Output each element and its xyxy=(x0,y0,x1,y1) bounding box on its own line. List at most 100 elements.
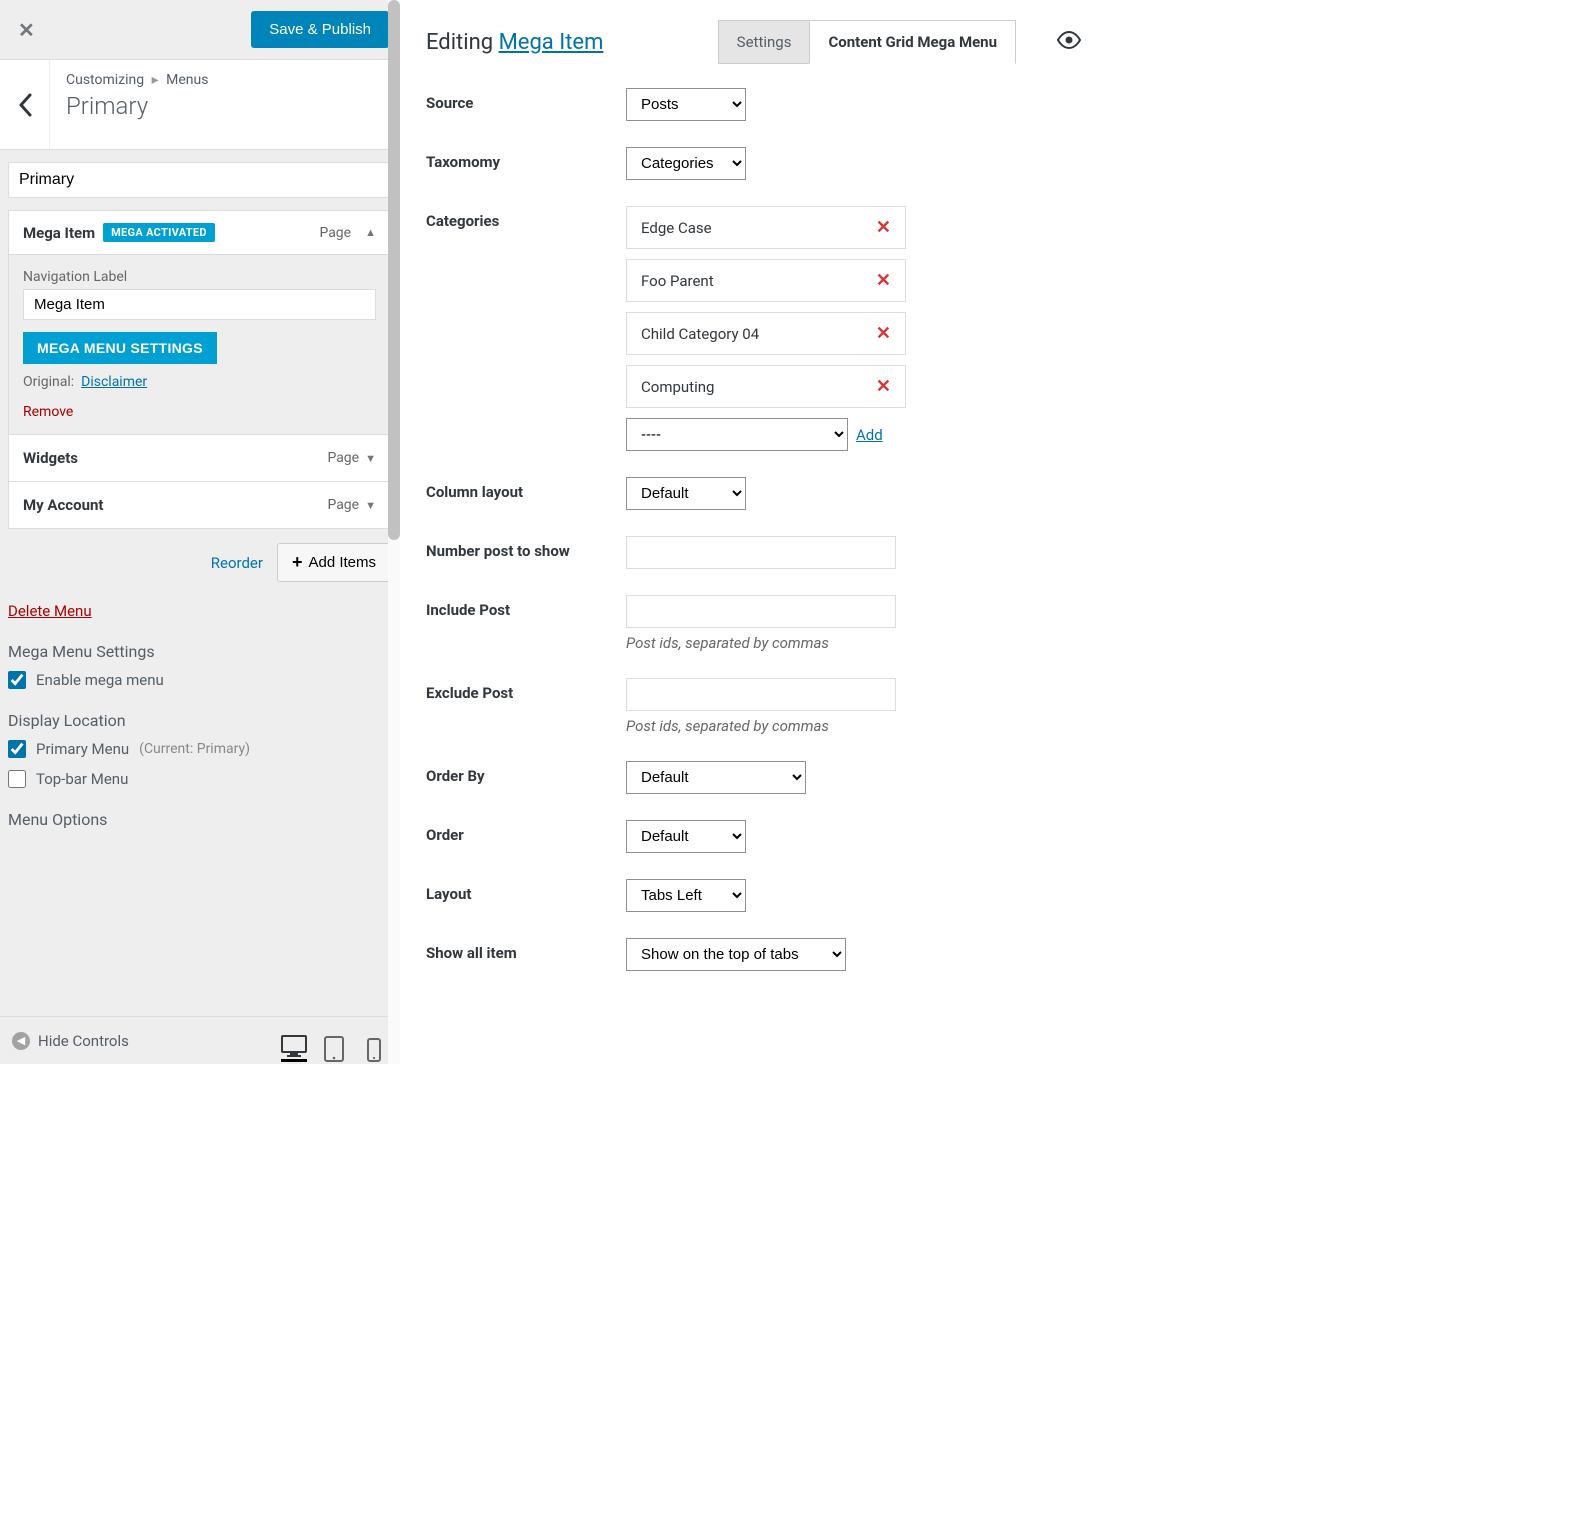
delete-menu-link[interactable]: Delete Menu xyxy=(8,602,92,620)
menu-footer-actions: Reorder + Add Items xyxy=(8,543,391,582)
chevron-up-icon: ▲ xyxy=(365,226,376,239)
sidebar-scrollbar-track[interactable] xyxy=(388,0,400,1064)
label-order: Order xyxy=(426,820,626,844)
row-layout: Layout Tabs Left xyxy=(426,879,1082,912)
back-button[interactable] xyxy=(0,60,50,149)
topbar-menu-checkbox[interactable] xyxy=(8,770,26,788)
label-categories: Categories xyxy=(426,206,626,230)
breadcrumb-customizing: Customizing xyxy=(66,72,144,88)
original-prefix: Original: xyxy=(23,374,74,390)
label-taxonomy: Taxomomy xyxy=(426,147,626,171)
enable-mega-checkbox[interactable] xyxy=(8,671,26,689)
label-order-by: Order By xyxy=(426,761,626,785)
row-order-by: Order By Default xyxy=(426,761,1082,794)
menu-item-title: Widgets xyxy=(23,449,78,467)
menu-item-type: Page xyxy=(319,225,351,241)
menu-item-type: Page xyxy=(327,450,359,466)
save-publish-button[interactable]: Save & Publish xyxy=(251,11,389,48)
sidebar-scrollbar-thumb[interactable] xyxy=(388,0,400,540)
customizer-sidebar: ✕ Save & Publish Customizing ▸ Menus Pri… xyxy=(0,0,400,1064)
remove-category-icon[interactable]: ✕ xyxy=(876,323,891,344)
row-include-post: Include Post Post ids, separated by comm… xyxy=(426,595,1082,652)
label-layout: Layout xyxy=(426,879,626,903)
chevron-down-icon: ▼ xyxy=(365,499,376,512)
display-location-heading: Display Location xyxy=(8,711,391,730)
category-name: Computing xyxy=(641,378,714,396)
primary-menu-checkbox[interactable] xyxy=(8,740,26,758)
row-categories: Categories Edge Case ✕ Foo Parent ✕ Chil… xyxy=(426,206,1082,451)
mega-menu-settings-button[interactable]: MEGA MENU SETTINGS xyxy=(23,332,217,364)
tablet-icon[interactable] xyxy=(321,1020,347,1062)
editing-item-link[interactable]: Mega Item xyxy=(499,30,604,55)
input-include-post[interactable] xyxy=(626,595,896,628)
primary-menu-checkbox-row[interactable]: Primary Menu (Current: Primary) xyxy=(8,740,391,758)
select-add-category[interactable]: ---- xyxy=(626,418,848,451)
row-exclude-post: Exclude Post Post ids, separated by comm… xyxy=(426,678,1082,735)
add-category-row: ---- Add xyxy=(626,418,926,451)
menu-item-header[interactable]: Mega Item MEGA ACTIVATED Page ▲ xyxy=(9,211,390,255)
tab-settings[interactable]: Settings xyxy=(718,20,811,64)
breadcrumb-title: Primary xyxy=(66,92,383,120)
menu-options-heading: Menu Options xyxy=(8,810,391,829)
label-source: Source xyxy=(426,88,626,112)
select-layout[interactable]: Tabs Left xyxy=(626,879,746,912)
nav-label-heading: Navigation Label xyxy=(23,269,376,285)
collapse-icon: ◀ xyxy=(12,1032,30,1050)
menu-name-input[interactable] xyxy=(8,162,391,198)
topbar-menu-checkbox-row[interactable]: Top-bar Menu xyxy=(8,770,391,788)
category-pill: Child Category 04 ✕ xyxy=(626,312,906,355)
input-exclude-post[interactable] xyxy=(626,678,896,711)
row-taxonomy: Taxomomy Categories xyxy=(426,147,1082,180)
select-source[interactable]: Posts xyxy=(626,88,746,121)
original-line: Original: Disclaimer xyxy=(23,374,376,390)
select-order[interactable]: Default xyxy=(626,820,746,853)
hide-controls-label: Hide Controls xyxy=(38,1032,129,1050)
select-show-all[interactable]: Show on the top of tabs xyxy=(626,938,846,971)
enable-mega-label: Enable mega menu xyxy=(36,671,164,689)
mobile-icon[interactable] xyxy=(361,1020,387,1062)
breadcrumb-path: Customizing ▸ Menus xyxy=(66,72,383,88)
category-pill: Computing ✕ xyxy=(626,365,906,408)
chevron-down-icon: ▼ xyxy=(365,452,376,465)
desktop-icon[interactable] xyxy=(281,1020,307,1062)
editing-prefix: Editing xyxy=(426,30,493,55)
remove-category-icon[interactable]: ✕ xyxy=(876,376,891,397)
topbar-menu-label: Top-bar Menu xyxy=(36,770,128,788)
original-link[interactable]: Disclaimer xyxy=(81,374,147,390)
add-items-label: Add Items xyxy=(308,554,376,571)
menu-item-collapsed[interactable]: Widgets Page ▼ xyxy=(9,435,390,482)
row-show-all: Show all item Show on the top of tabs xyxy=(426,938,1082,971)
select-taxonomy[interactable]: Categories xyxy=(626,147,746,180)
tab-content-grid[interactable]: Content Grid Mega Menu xyxy=(809,20,1016,64)
top-actions: ✕ Save & Publish xyxy=(0,0,399,60)
nav-label-input[interactable] xyxy=(23,289,376,320)
primary-menu-sublabel: (Current: Primary) xyxy=(139,741,250,757)
select-order-by[interactable]: Default xyxy=(626,761,806,794)
close-icon[interactable]: ✕ xyxy=(10,10,43,50)
tabs: Settings Content Grid Mega Menu xyxy=(718,20,1016,64)
remove-item-link[interactable]: Remove xyxy=(23,404,73,420)
menu-item-type: Page xyxy=(327,497,359,513)
category-name: Foo Parent xyxy=(641,272,714,290)
label-include-post: Include Post xyxy=(426,595,626,619)
chevron-right-icon: ▸ xyxy=(152,72,159,88)
row-number-posts: Number post to show xyxy=(426,536,1082,569)
add-items-button[interactable]: + Add Items xyxy=(277,543,391,582)
enable-mega-checkbox-row[interactable]: Enable mega menu xyxy=(8,671,391,689)
add-category-link[interactable]: Add xyxy=(856,426,883,444)
label-column-layout: Column layout xyxy=(426,477,626,501)
select-column-layout[interactable]: Default xyxy=(626,477,746,510)
input-number-posts[interactable] xyxy=(626,536,896,569)
menu-item-title: My Account xyxy=(23,496,103,514)
remove-category-icon[interactable]: ✕ xyxy=(876,217,891,238)
reorder-link[interactable]: Reorder xyxy=(211,554,263,572)
hint-include-post: Post ids, separated by commas xyxy=(626,634,926,652)
label-number-posts: Number post to show xyxy=(426,536,626,560)
hide-controls-button[interactable]: ◀ Hide Controls xyxy=(12,1032,129,1050)
menu-item-collapsed[interactable]: My Account Page ▼ xyxy=(9,482,390,528)
remove-category-icon[interactable]: ✕ xyxy=(876,270,891,291)
main-panel: Editing Mega Item Settings Content Grid … xyxy=(400,0,1108,1064)
sidebar-body: Mega Item MEGA ACTIVATED Page ▲ Navigati… xyxy=(0,150,399,1016)
preview-eye-icon[interactable] xyxy=(1056,30,1082,54)
menu-item-title: Mega Item xyxy=(23,224,95,242)
